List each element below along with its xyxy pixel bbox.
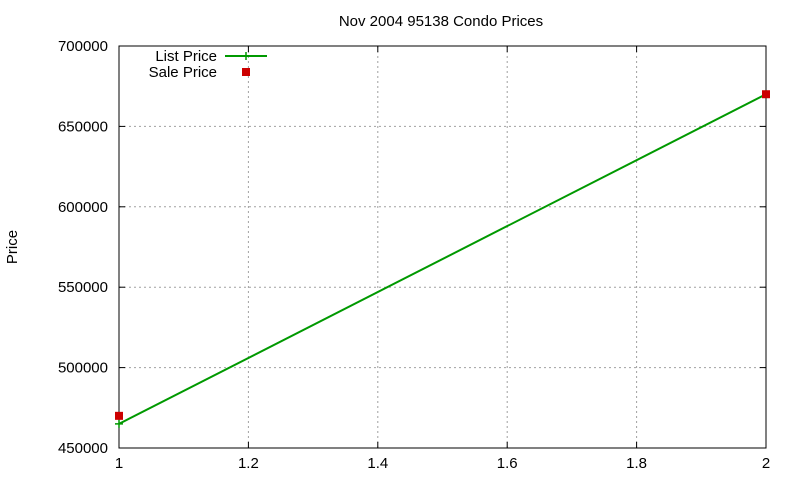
x-tick-label: 1.2 xyxy=(238,455,259,472)
x-tick-label: 1.8 xyxy=(626,455,647,472)
y-tick-label: 650000 xyxy=(58,118,108,135)
legend-label: List Price xyxy=(155,48,217,65)
square-marker xyxy=(762,90,770,99)
y-tick-label: 500000 xyxy=(58,360,108,377)
x-axis-tick-labels: 1 1.2 1.4 1.6 1.8 2 xyxy=(115,455,770,472)
y-tick-label: 600000 xyxy=(58,199,108,216)
series-layer xyxy=(115,90,770,428)
plus-marker xyxy=(242,52,250,60)
y-tick-label: 550000 xyxy=(58,279,108,296)
y-axis-label: Price xyxy=(4,230,21,264)
y-axis-tick-labels: 450000 500000 550000 600000 650000 700000 xyxy=(58,38,108,457)
grid-lines xyxy=(119,46,766,448)
chart-title: Nov 2004 95138 Condo Prices xyxy=(339,13,543,30)
plot-frame xyxy=(118,45,767,449)
legend-label: Sale Price xyxy=(149,64,217,81)
series-sale-price xyxy=(115,90,770,420)
series-line xyxy=(118,93,767,425)
x-tick-label: 1.6 xyxy=(497,455,518,472)
axis-ticks xyxy=(118,45,767,449)
square-marker xyxy=(242,68,250,76)
plus-marker xyxy=(115,419,123,428)
x-tick-label: 2 xyxy=(762,455,770,472)
y-tick-label: 700000 xyxy=(58,38,108,55)
x-tick-label: 1.4 xyxy=(367,455,388,472)
square-marker xyxy=(115,411,123,420)
y-tick-label: 450000 xyxy=(58,440,108,457)
x-tick-label: 1 xyxy=(115,455,123,472)
